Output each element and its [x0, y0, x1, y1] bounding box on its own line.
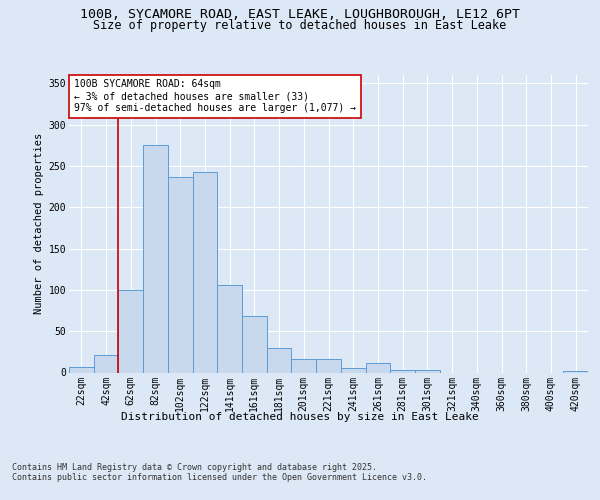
Bar: [242, 316, 267, 372]
Bar: [292, 360, 316, 372]
Text: Distribution of detached houses by size in East Leake: Distribution of detached houses by size …: [121, 412, 479, 422]
Bar: [69, 366, 94, 372]
Bar: [316, 360, 341, 372]
Bar: [168, 178, 193, 372]
Text: 100B SYCAMORE ROAD: 64sqm
← 3% of detached houses are smaller (33)
97% of semi-d: 100B SYCAMORE ROAD: 64sqm ← 3% of detach…: [74, 80, 356, 112]
Text: Contains HM Land Registry data © Crown copyright and database right 2025.: Contains HM Land Registry data © Crown c…: [12, 462, 377, 471]
Bar: [390, 370, 415, 372]
Bar: [267, 348, 292, 372]
Bar: [118, 290, 143, 372]
Bar: [143, 145, 168, 372]
Bar: [217, 285, 242, 372]
Bar: [415, 370, 440, 372]
Bar: [94, 355, 118, 372]
Text: 100B, SYCAMORE ROAD, EAST LEAKE, LOUGHBOROUGH, LE12 6PT: 100B, SYCAMORE ROAD, EAST LEAKE, LOUGHBO…: [80, 8, 520, 20]
Y-axis label: Number of detached properties: Number of detached properties: [34, 133, 44, 314]
Bar: [341, 368, 365, 372]
Text: Contains public sector information licensed under the Open Government Licence v3: Contains public sector information licen…: [12, 472, 427, 482]
Bar: [365, 364, 390, 372]
Bar: [193, 172, 217, 372]
Bar: [563, 371, 588, 372]
Text: Size of property relative to detached houses in East Leake: Size of property relative to detached ho…: [94, 18, 506, 32]
